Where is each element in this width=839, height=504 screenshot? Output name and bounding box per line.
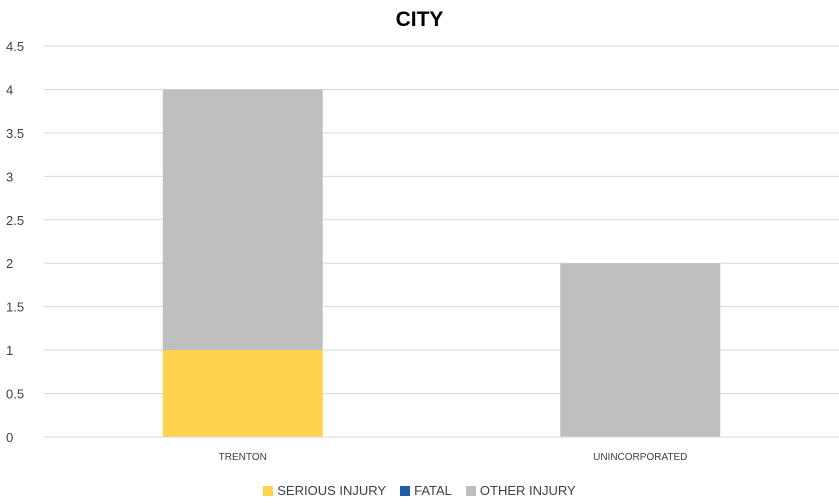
chart-title: CITY bbox=[395, 8, 444, 31]
y-tick-label: 4.5 bbox=[6, 39, 24, 54]
x-tick-label: UNINCORPORATED bbox=[593, 452, 687, 463]
bar-other-injury-trenton bbox=[162, 89, 323, 351]
y-tick-label: 3 bbox=[6, 169, 13, 184]
y-tick-label: 0 bbox=[6, 430, 13, 445]
legend-label: FATAL bbox=[414, 483, 452, 498]
bar-other-injury-unincorporated bbox=[560, 263, 721, 437]
y-tick-label: 0.5 bbox=[6, 387, 24, 402]
bar-serious-injury-trenton bbox=[162, 350, 323, 437]
legend-swatch bbox=[400, 485, 411, 496]
legend: SERIOUS INJURY FATAL OTHER INJURY bbox=[0, 483, 839, 498]
legend-label: SERIOUS INJURY bbox=[277, 483, 387, 498]
y-tick-label: 3.5 bbox=[6, 126, 24, 141]
y-tick-label: 2.5 bbox=[6, 213, 24, 228]
y-tick-label: 2 bbox=[6, 256, 13, 271]
legend-label: OTHER INJURY bbox=[479, 483, 576, 498]
y-tick-label: 1 bbox=[6, 343, 13, 358]
y-tick-label: 1.5 bbox=[6, 300, 24, 315]
legend-item: FATAL bbox=[400, 483, 452, 498]
x-tick-label: TRENTON bbox=[219, 452, 267, 463]
legend-swatch bbox=[263, 485, 274, 496]
legend-item: SERIOUS INJURY bbox=[263, 483, 386, 498]
y-tick-label: 4 bbox=[6, 82, 13, 97]
legend-swatch bbox=[465, 485, 476, 496]
legend-item: OTHER INJURY bbox=[465, 483, 576, 498]
